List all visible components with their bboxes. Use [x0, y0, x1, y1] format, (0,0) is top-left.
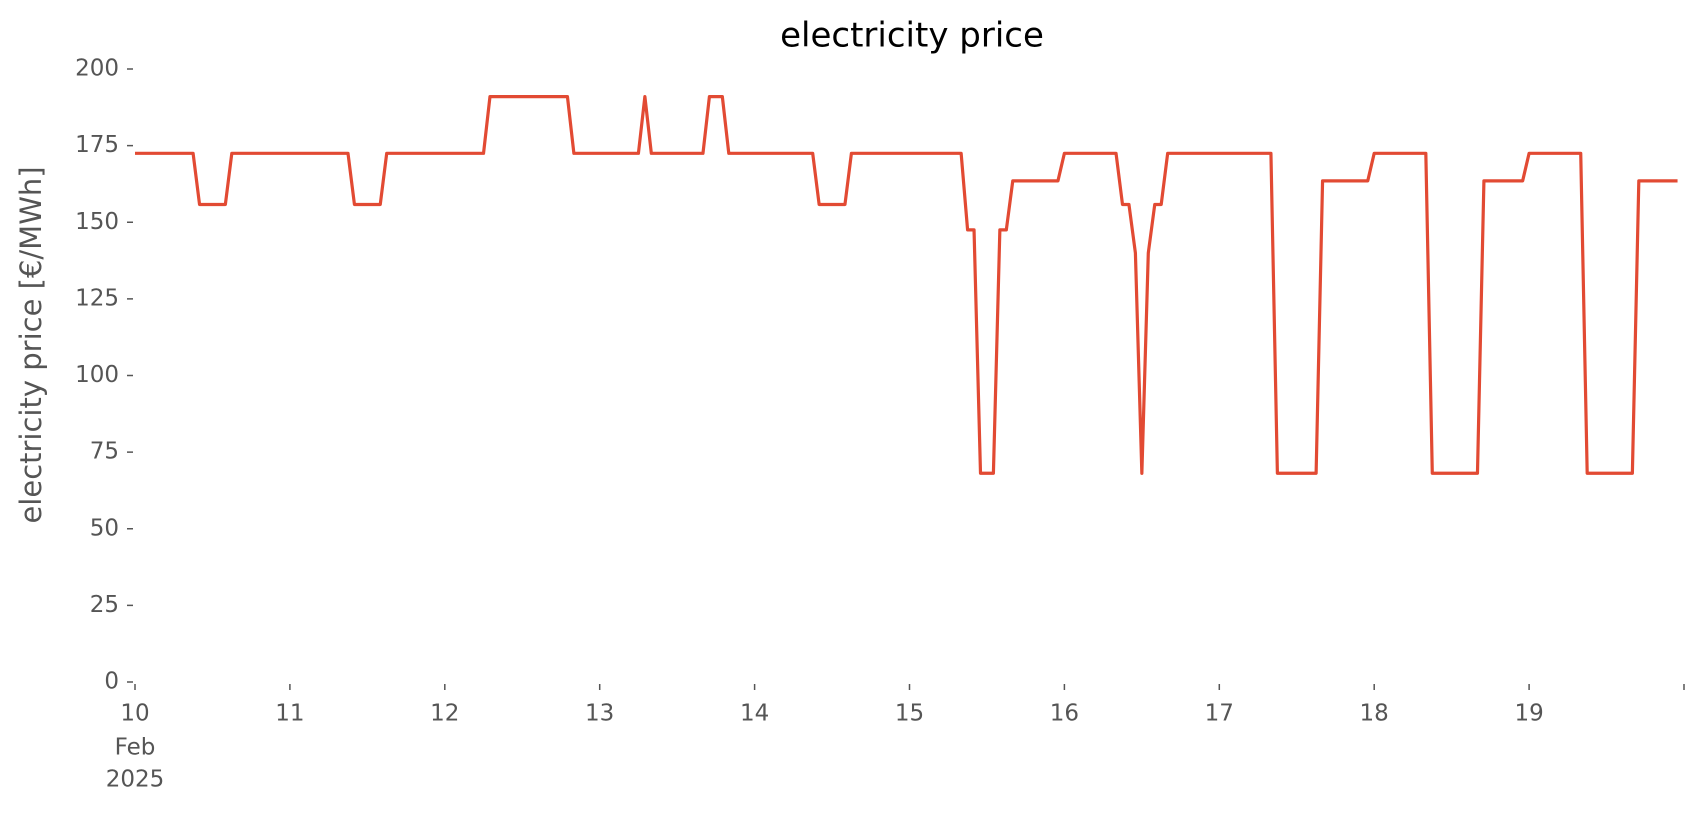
- y-tick-label: 200: [75, 56, 119, 82]
- y-tick-label: 25: [90, 592, 119, 618]
- x-tick-label: 10: [120, 701, 149, 727]
- x-tick-sublabel: 2025: [106, 767, 165, 793]
- x-tick-label: 12: [430, 701, 459, 727]
- y-tick-label: 0: [104, 669, 119, 695]
- x-tick-label: 15: [895, 701, 924, 727]
- x-tick-sublabel: Feb: [115, 735, 156, 761]
- x-tick-label: 17: [1205, 701, 1234, 727]
- y-tick-label: 150: [75, 209, 119, 235]
- y-tick-label: 75: [90, 439, 119, 465]
- y-tick-label: 100: [75, 362, 119, 388]
- chart-title: electricity price: [780, 16, 1044, 56]
- x-tick-label: 18: [1360, 701, 1389, 727]
- price-line: [135, 94, 1678, 475]
- y-tick-label: 175: [75, 132, 119, 158]
- y-tick-label: 50: [90, 515, 119, 541]
- y-axis-label: electricity price [€/MWh]: [14, 166, 48, 523]
- x-tick-label: 11: [275, 701, 304, 727]
- x-tick-label: 19: [1514, 701, 1543, 727]
- x-tick-label: 13: [585, 701, 614, 727]
- x-tick-label: 16: [1050, 701, 1079, 727]
- x-tick-label: 14: [740, 701, 769, 727]
- y-tick-label: 125: [75, 285, 119, 311]
